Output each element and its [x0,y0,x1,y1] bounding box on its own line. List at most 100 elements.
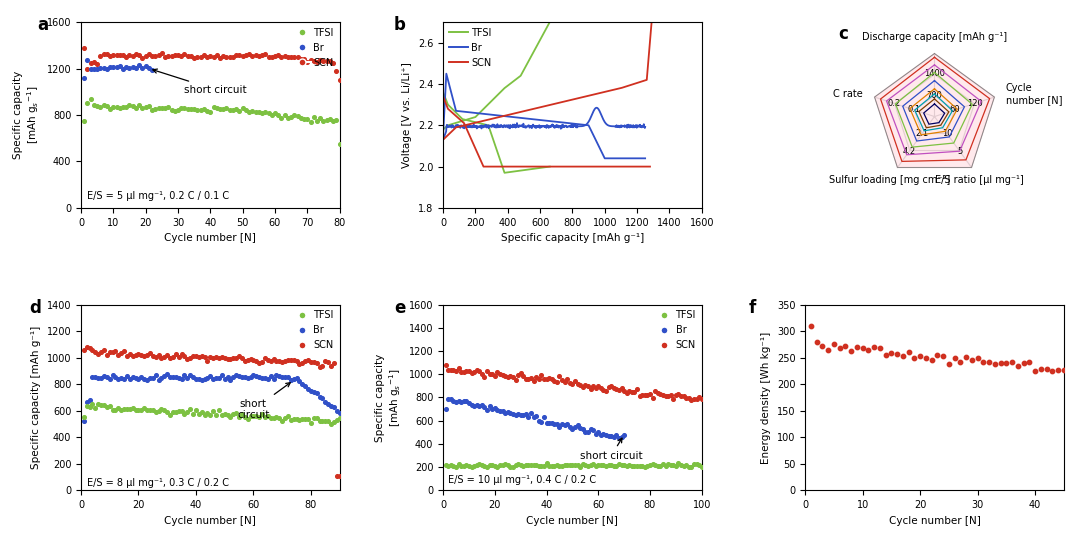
Point [330,75,348,84]
Point [108,51,125,60]
Point [523,409,540,418]
Point [605,433,622,441]
Point [445,462,462,471]
Point [90,349,107,358]
Point [831,344,848,353]
Point [102,375,119,383]
Point [185,352,202,360]
Point [592,384,609,393]
Text: f: f [748,299,756,317]
Point [579,382,596,391]
Point [519,460,537,469]
Point [673,391,690,400]
Point [1015,359,1032,368]
Point [176,352,193,360]
Point [677,393,694,402]
Point [577,380,594,389]
Point [276,111,294,120]
Point [192,52,210,61]
Point [854,344,872,353]
X-axis label: Cycle number [N]: Cycle number [N] [164,516,256,526]
Point [813,342,831,350]
Point [512,461,529,469]
Text: Sulfur loading [mg cm⁻²]: Sulfur loading [mg cm⁻²] [829,175,950,185]
Point [553,376,570,385]
Point [273,417,291,425]
Point [76,116,93,125]
Point [213,371,230,380]
Point [195,51,213,60]
Point [114,64,132,73]
Point [974,358,991,367]
Point [285,355,302,364]
Point [577,460,594,469]
Point [324,117,341,126]
Point [530,416,548,425]
Point [579,462,596,471]
Point [302,419,320,428]
Point [453,461,470,470]
Point [556,377,573,386]
Point [176,50,193,59]
Point [195,375,213,384]
Point [584,425,602,434]
Point [242,372,259,381]
Point [489,406,507,415]
Point [517,375,535,384]
Point [603,461,620,469]
Point [330,409,348,418]
Point [189,105,206,114]
Point [262,357,280,366]
Point [234,52,252,61]
Text: E/S ratio [μl mg⁻¹]: E/S ratio [μl mg⁻¹] [934,175,1024,185]
Point [127,104,145,112]
Point [163,106,180,115]
Point [460,398,477,407]
Point [205,102,222,111]
Point [450,396,468,405]
Text: 60: 60 [949,105,960,115]
Point [288,374,306,383]
Point [280,411,297,420]
Point [170,406,187,415]
Point [558,461,576,469]
Point [437,360,455,369]
Point [270,111,287,120]
Point [247,412,265,420]
Point [621,461,638,469]
Point [98,403,116,412]
Point [242,355,259,364]
Point [437,460,455,469]
Point [328,472,346,481]
Point [499,372,516,381]
Point [289,53,307,62]
Point [515,372,532,381]
Point [458,461,475,469]
Point [590,461,607,470]
Point [536,461,553,470]
Point [675,392,692,401]
Point [478,405,496,414]
Point [84,345,102,354]
Point [265,355,282,364]
Point [293,55,310,64]
Point [471,460,488,468]
Point [618,462,635,471]
Legend: TFSI, Br, SCN: TFSI, Br, SCN [448,27,492,68]
Point [538,419,555,428]
Point [660,460,677,468]
Point [327,67,345,76]
Point [453,397,470,406]
Point [577,428,594,437]
Point [530,375,548,383]
Point [267,51,284,60]
Point [590,381,607,390]
Point [204,407,221,415]
Point [110,350,127,359]
Point [251,108,268,117]
Point [137,102,154,111]
Point [309,117,326,126]
Point [119,352,136,360]
Point [259,412,276,420]
Point [494,407,511,415]
